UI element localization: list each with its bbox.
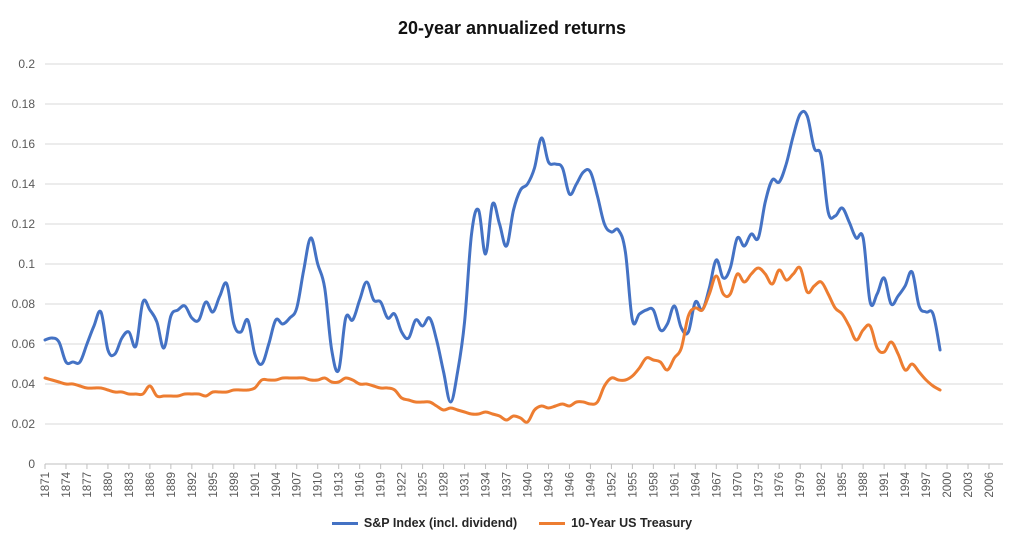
x-tick-label: 1919 bbox=[376, 472, 388, 498]
legend-swatch-treasury bbox=[539, 521, 566, 525]
x-tick-label: 1976 bbox=[774, 472, 786, 498]
series-line-treasury bbox=[43, 265, 942, 424]
x-tick-label: 1949 bbox=[585, 472, 597, 498]
series-line-sp-index bbox=[43, 109, 942, 404]
gridlines bbox=[45, 63, 1003, 465]
y-tick-label: 0.1 bbox=[18, 257, 35, 271]
chart-title: 20-year annualized returns bbox=[397, 18, 627, 38]
x-tick-label: 1907 bbox=[292, 472, 304, 498]
x-tick-label: 2006 bbox=[984, 472, 996, 498]
x-tick-label: 1958 bbox=[648, 472, 660, 498]
y-tick-label: 0.14 bbox=[12, 177, 36, 191]
y-tick-label: 0 bbox=[28, 457, 35, 471]
x-tick-label: 2000 bbox=[942, 472, 954, 498]
x-tick-label: 2003 bbox=[963, 472, 975, 498]
x-tick-label: 1940 bbox=[522, 472, 534, 498]
x-tick-label: 1994 bbox=[900, 471, 912, 497]
x-tick-label: 1952 bbox=[606, 472, 618, 498]
x-tick-label: 1946 bbox=[564, 472, 576, 498]
x-tick-label: 1928 bbox=[439, 472, 451, 498]
x-tick-label: 1877 bbox=[82, 472, 94, 498]
x-tick-label: 1883 bbox=[124, 472, 136, 498]
x-tick-label: 1880 bbox=[103, 472, 115, 498]
x-tick-label: 1889 bbox=[166, 472, 178, 498]
x-tick-label: 1892 bbox=[187, 472, 199, 498]
x-tick-label: 1961 bbox=[669, 472, 681, 498]
x-tick-label: 1964 bbox=[690, 471, 702, 497]
x-tick-label: 1988 bbox=[858, 472, 870, 498]
y-axis-ticks: 0 0.02 0.04 0.06 0.08 0.1 0.12 0.14 0.16 0.18 0.2 bbox=[12, 57, 36, 471]
y-tick-label: 0.12 bbox=[12, 217, 36, 231]
x-axis-ticks: 1871 1874 1877 1880 1883 1886 1889 1892 1895 1898… bbox=[40, 464, 996, 498]
series-lines bbox=[43, 109, 942, 424]
legend-item-sp-index: S&P Index (incl. dividend) bbox=[331, 516, 518, 530]
legend-item-treasury: 10-Year US Treasury bbox=[539, 516, 692, 530]
x-tick-label: 1913 bbox=[334, 472, 346, 498]
x-tick-label: 1991 bbox=[879, 472, 891, 498]
y-tick-label: 0.06 bbox=[12, 337, 36, 351]
x-tick-label: 1886 bbox=[145, 472, 157, 498]
y-tick-label: 0.16 bbox=[12, 137, 36, 151]
x-tick-label: 1931 bbox=[460, 472, 472, 498]
y-tick-label: 0.02 bbox=[12, 417, 36, 431]
x-tick-label: 1955 bbox=[627, 472, 639, 498]
y-tick-label: 0.18 bbox=[12, 97, 36, 111]
y-tick-label: 0.08 bbox=[12, 297, 36, 311]
y-tick-label: 0.2 bbox=[18, 57, 35, 71]
x-tick-label: 1916 bbox=[355, 472, 367, 498]
x-tick-label: 1979 bbox=[795, 472, 807, 498]
x-tick-label: 1898 bbox=[229, 472, 241, 498]
legend: S&P Index (incl. dividend) 10-Year US Tr… bbox=[0, 516, 1024, 530]
x-tick-label: 1901 bbox=[250, 472, 262, 498]
x-tick-label: 1967 bbox=[711, 472, 723, 498]
x-tick-label: 1934 bbox=[481, 471, 493, 497]
x-tick-label: 1922 bbox=[397, 472, 409, 498]
legend-swatch-sp-index bbox=[331, 521, 358, 525]
legend-label-treasury: 10-Year US Treasury bbox=[571, 516, 693, 530]
x-tick-label: 1895 bbox=[208, 472, 220, 498]
x-tick-label: 1985 bbox=[837, 472, 849, 498]
x-tick-label: 1973 bbox=[753, 472, 765, 498]
x-tick-label: 1982 bbox=[816, 472, 828, 498]
x-tick-label: 1997 bbox=[921, 472, 933, 498]
y-tick-label: 0.04 bbox=[12, 377, 36, 391]
legend-label-sp-index: S&P Index (incl. dividend) bbox=[363, 516, 518, 530]
x-tick-label: 1937 bbox=[502, 472, 514, 498]
x-tick-label: 1925 bbox=[418, 472, 430, 498]
x-tick-label: 1874 bbox=[61, 471, 73, 497]
x-tick-label: 1910 bbox=[313, 472, 325, 498]
x-tick-label: 1871 bbox=[40, 472, 52, 498]
x-tick-label: 1970 bbox=[732, 472, 744, 498]
x-tick-label: 1943 bbox=[543, 472, 555, 498]
x-tick-label: 1904 bbox=[271, 471, 283, 497]
